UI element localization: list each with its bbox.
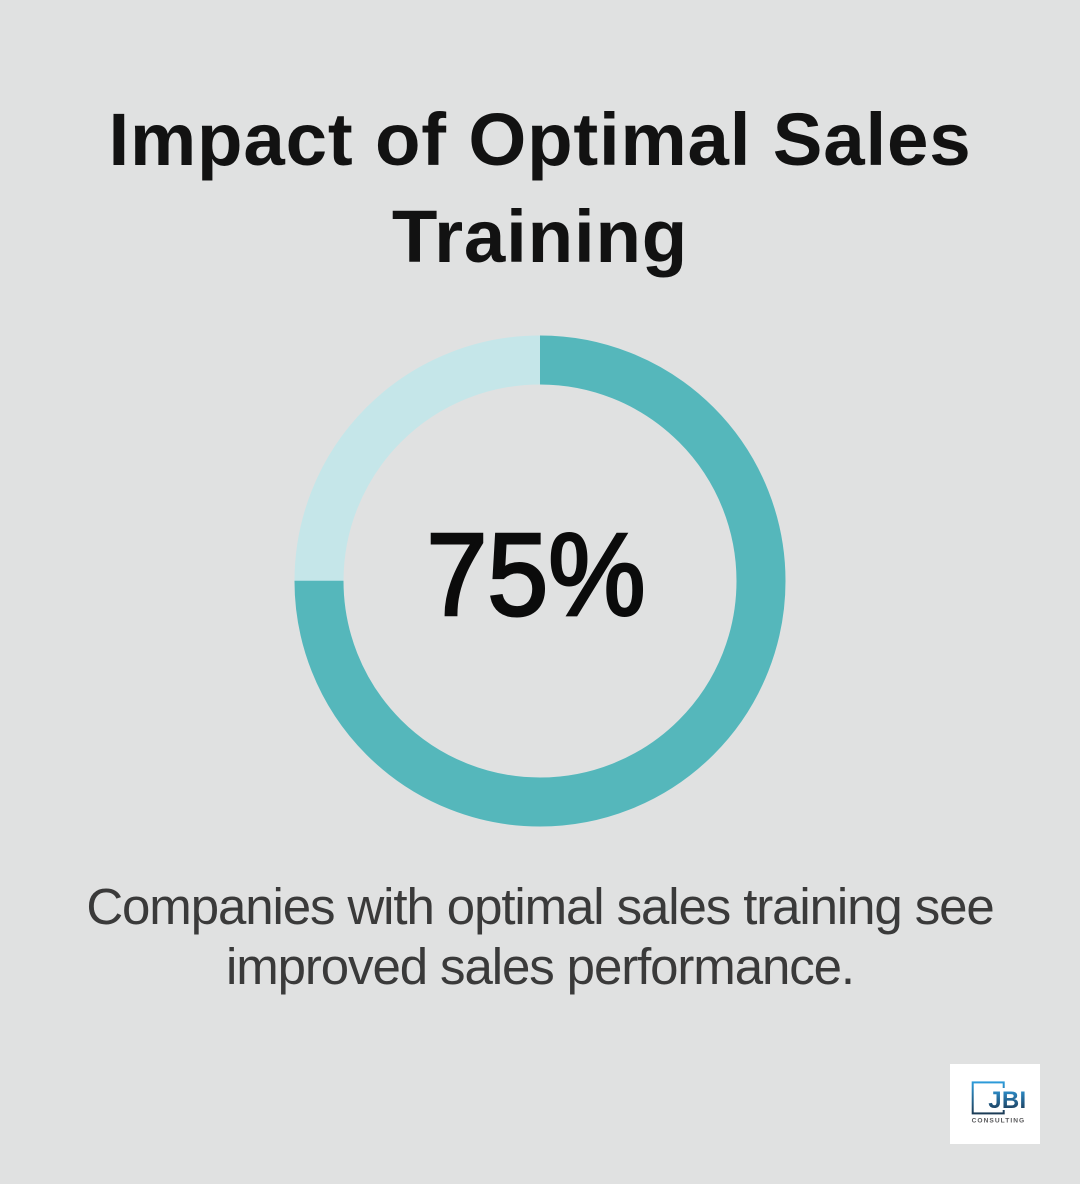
svg-text:CONSULTING: CONSULTING xyxy=(972,1117,1026,1124)
svg-text:JBI: JBI xyxy=(988,1087,1026,1114)
